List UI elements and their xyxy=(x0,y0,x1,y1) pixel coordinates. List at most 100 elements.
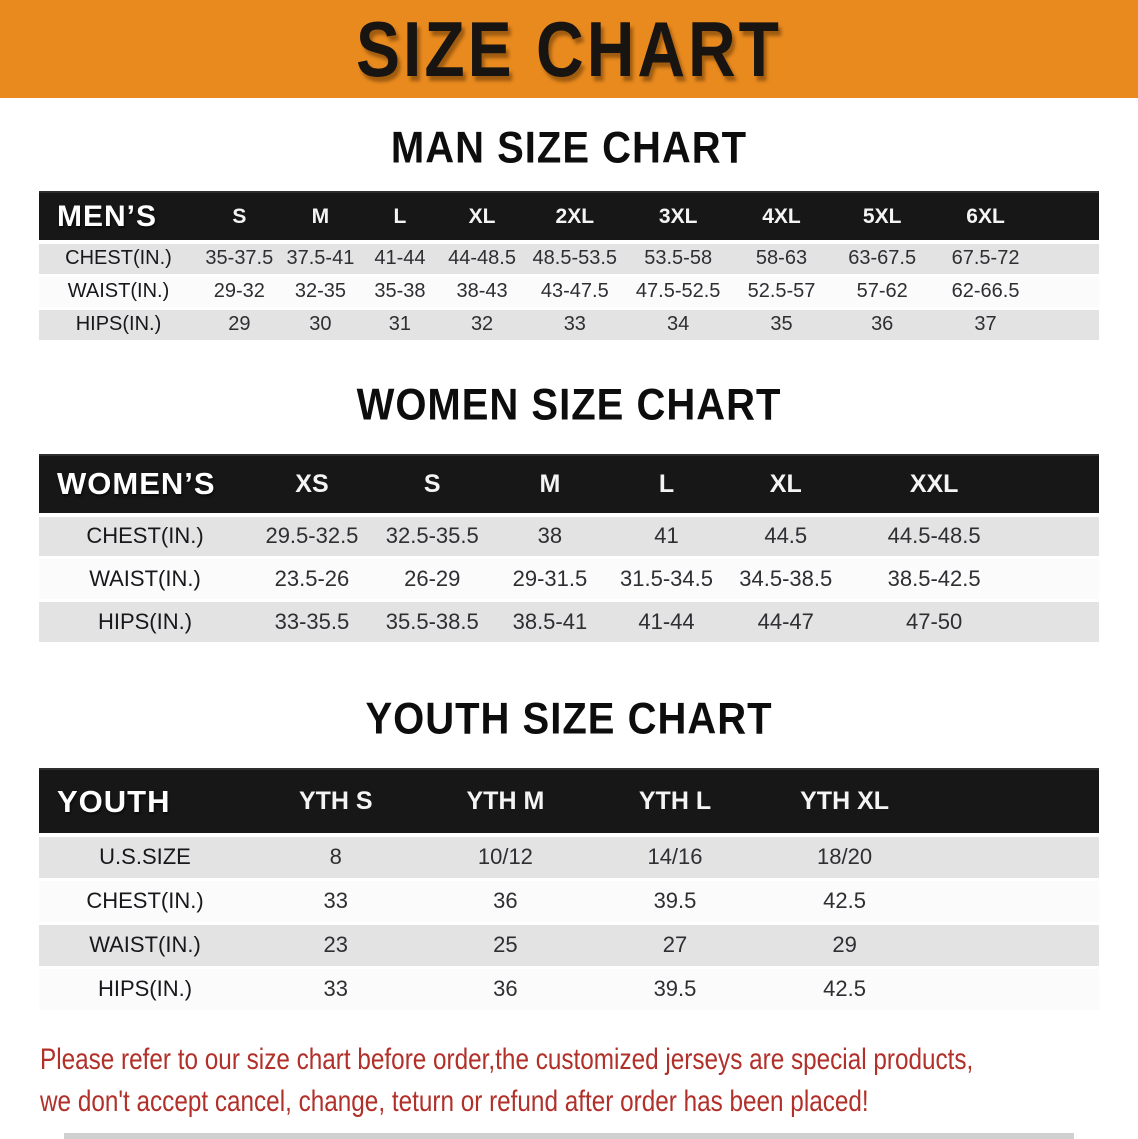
measurement-value: 67.5-72 xyxy=(932,242,1039,277)
measurement-value: 44.5 xyxy=(724,514,847,559)
size-header-row: WOMEN’S XS S M L XL XXL xyxy=(39,453,1099,517)
table-corner-label: YOUTH xyxy=(39,768,251,837)
size-column-header: XXL xyxy=(846,453,1022,517)
measurement-row: WAIST(IN.) 23 25 27 29 xyxy=(39,923,1099,969)
measurement-row: HIPS(IN.) 29 30 31 32 33 34 35 36 37 xyxy=(39,308,1099,343)
measurement-value: 26-29 xyxy=(372,557,492,602)
measurement-row: HIPS(IN.) 33 36 39.5 42.5 xyxy=(39,967,1099,1013)
row-filler xyxy=(1021,557,1099,602)
size-column-header: XL xyxy=(724,453,847,517)
measurement-row: WAIST(IN.) 23.5-26 26-29 29-31.5 31.5-34.5 34… xyxy=(39,557,1099,602)
measurement-value: 38.5-42.5 xyxy=(846,557,1022,602)
measurement-row: CHEST(IN.) 33 36 39.5 42.5 xyxy=(39,879,1099,925)
measurement-value: 29 xyxy=(759,923,930,969)
size-column-header: S xyxy=(372,453,492,517)
measurement-value: 44-47 xyxy=(724,600,847,645)
measurement-label: CHEST(IN.) xyxy=(39,514,251,559)
measurement-label: CHEST(IN.) xyxy=(39,242,198,277)
measurement-value: 10/12 xyxy=(420,835,591,881)
measurement-value: 29.5-32.5 xyxy=(251,514,373,559)
measurement-value: 37.5-41 xyxy=(280,242,361,277)
measurement-label: CHEST(IN.) xyxy=(39,879,251,925)
bottom-divider xyxy=(64,1132,1074,1139)
header-filler xyxy=(929,768,1099,837)
youth-section-title: YOUTH SIZE CHART xyxy=(365,694,773,744)
size-column-header: YTH XL xyxy=(759,768,930,837)
measurement-value: 32 xyxy=(439,308,525,343)
women-table-container: WOMEN’S XS S M L XL XXL CHEST(IN.) 29.5-32.5 32.5… xyxy=(0,453,1138,645)
measurement-value: 38-43 xyxy=(439,275,525,310)
measurement-value: 35-37.5 xyxy=(198,242,281,277)
youth-table-container: YOUTH YTH S YTH M YTH L YTH XL U.S.SIZE 8 10/12… xyxy=(0,768,1138,1013)
youth-section: YOUTH SIZE CHART YOUTH YTH S YTH M YTH L YTH… xyxy=(0,694,1138,1013)
measurement-row: WAIST(IN.) 29-32 32-35 35-38 38-43 43-47.5 47.… xyxy=(39,275,1099,310)
measurement-value: 30 xyxy=(280,308,361,343)
measurement-value: 36 xyxy=(831,308,933,343)
size-column-header: YTH M xyxy=(420,768,591,837)
measurement-value: 35.5-38.5 xyxy=(372,600,492,645)
row-filler xyxy=(1038,242,1099,277)
measurement-value: 14/16 xyxy=(590,835,760,881)
measurement-label: WAIST(IN.) xyxy=(39,275,198,310)
disclaimer-line-2: we don't accept cancel, change, teturn o… xyxy=(40,1084,869,1118)
size-column-header: YTH L xyxy=(590,768,760,837)
size-column-header: 2XL xyxy=(524,191,626,244)
row-filler xyxy=(1021,600,1099,645)
size-column-header: 5XL xyxy=(831,191,933,244)
measurement-value: 41 xyxy=(608,514,725,559)
size-column-header: 3XL xyxy=(625,191,732,244)
men-size-table: MEN’S S M L XL 2XL 3XL 4XL 5XL 6XL CHEST(IN.) 35-37… xyxy=(39,191,1099,343)
header-filler xyxy=(1021,453,1099,517)
women-section-title: WOMEN SIZE CHART xyxy=(356,379,782,430)
size-column-header: 6XL xyxy=(932,191,1039,244)
measurement-value: 29-32 xyxy=(198,275,281,310)
measurement-value: 62-66.5 xyxy=(932,275,1039,310)
measurement-value: 27 xyxy=(590,923,760,969)
measurement-label: HIPS(IN.) xyxy=(39,967,251,1013)
men-section-title: MAN SIZE CHART xyxy=(390,123,748,173)
measurement-value: 33-35.5 xyxy=(251,600,373,645)
men-section: MAN SIZE CHART MEN’S S M L XL 2XL 3XL 4XL 5XL 6XL… xyxy=(0,123,1138,343)
measurement-value: 38.5-41 xyxy=(491,600,609,645)
measurement-value: 23.5-26 xyxy=(251,557,373,602)
measurement-row: HIPS(IN.) 33-35.5 35.5-38.5 38.5-41 41-44 44-… xyxy=(39,600,1099,645)
table-corner-label: MEN’S xyxy=(39,191,198,244)
row-filler xyxy=(1038,275,1099,310)
measurement-value: 57-62 xyxy=(831,275,933,310)
disclaimer: Please refer to our size chart before or… xyxy=(40,1039,1138,1123)
banner: SIZE CHART xyxy=(0,0,1138,98)
measurement-value: 33 xyxy=(251,879,421,925)
table-corner-label: WOMEN’S xyxy=(39,453,251,517)
measurement-value: 33 xyxy=(251,967,421,1013)
size-column-header: 4XL xyxy=(731,191,832,244)
measurement-value: 41-44 xyxy=(608,600,725,645)
measurement-value: 47-50 xyxy=(846,600,1022,645)
row-filler xyxy=(929,923,1099,969)
measurement-value: 34.5-38.5 xyxy=(724,557,847,602)
measurement-value: 29 xyxy=(198,308,281,343)
measurement-value: 23 xyxy=(251,923,421,969)
measurement-value: 52.5-57 xyxy=(731,275,832,310)
measurement-value: 33 xyxy=(524,308,626,343)
measurement-label: HIPS(IN.) xyxy=(39,600,251,645)
disclaimer-line-1: Please refer to our size chart before or… xyxy=(40,1042,974,1076)
size-column-header: YTH S xyxy=(251,768,421,837)
size-column-header: XL xyxy=(439,191,525,244)
women-size-table: WOMEN’S XS S M L XL XXL CHEST(IN.) 29.5-32.5 32.5… xyxy=(39,453,1099,645)
measurement-value: 58-63 xyxy=(731,242,832,277)
measurement-value: 36 xyxy=(420,967,591,1013)
measurement-value: 42.5 xyxy=(759,879,930,925)
measurement-label: WAIST(IN.) xyxy=(39,557,251,602)
header-filler xyxy=(1038,191,1099,244)
measurement-value: 36 xyxy=(420,879,591,925)
size-column-header: M xyxy=(491,453,609,517)
measurement-value: 29-31.5 xyxy=(491,557,609,602)
measurement-label: WAIST(IN.) xyxy=(39,923,251,969)
measurement-row: CHEST(IN.) 29.5-32.5 32.5-35.5 38 41 44.5 44.5… xyxy=(39,514,1099,559)
measurement-row: U.S.SIZE 8 10/12 14/16 18/20 xyxy=(39,835,1099,881)
measurement-value: 38 xyxy=(491,514,609,559)
measurement-value: 39.5 xyxy=(590,879,760,925)
measurement-value: 37 xyxy=(932,308,1039,343)
measurement-value: 48.5-53.5 xyxy=(524,242,626,277)
row-filler xyxy=(929,835,1099,881)
